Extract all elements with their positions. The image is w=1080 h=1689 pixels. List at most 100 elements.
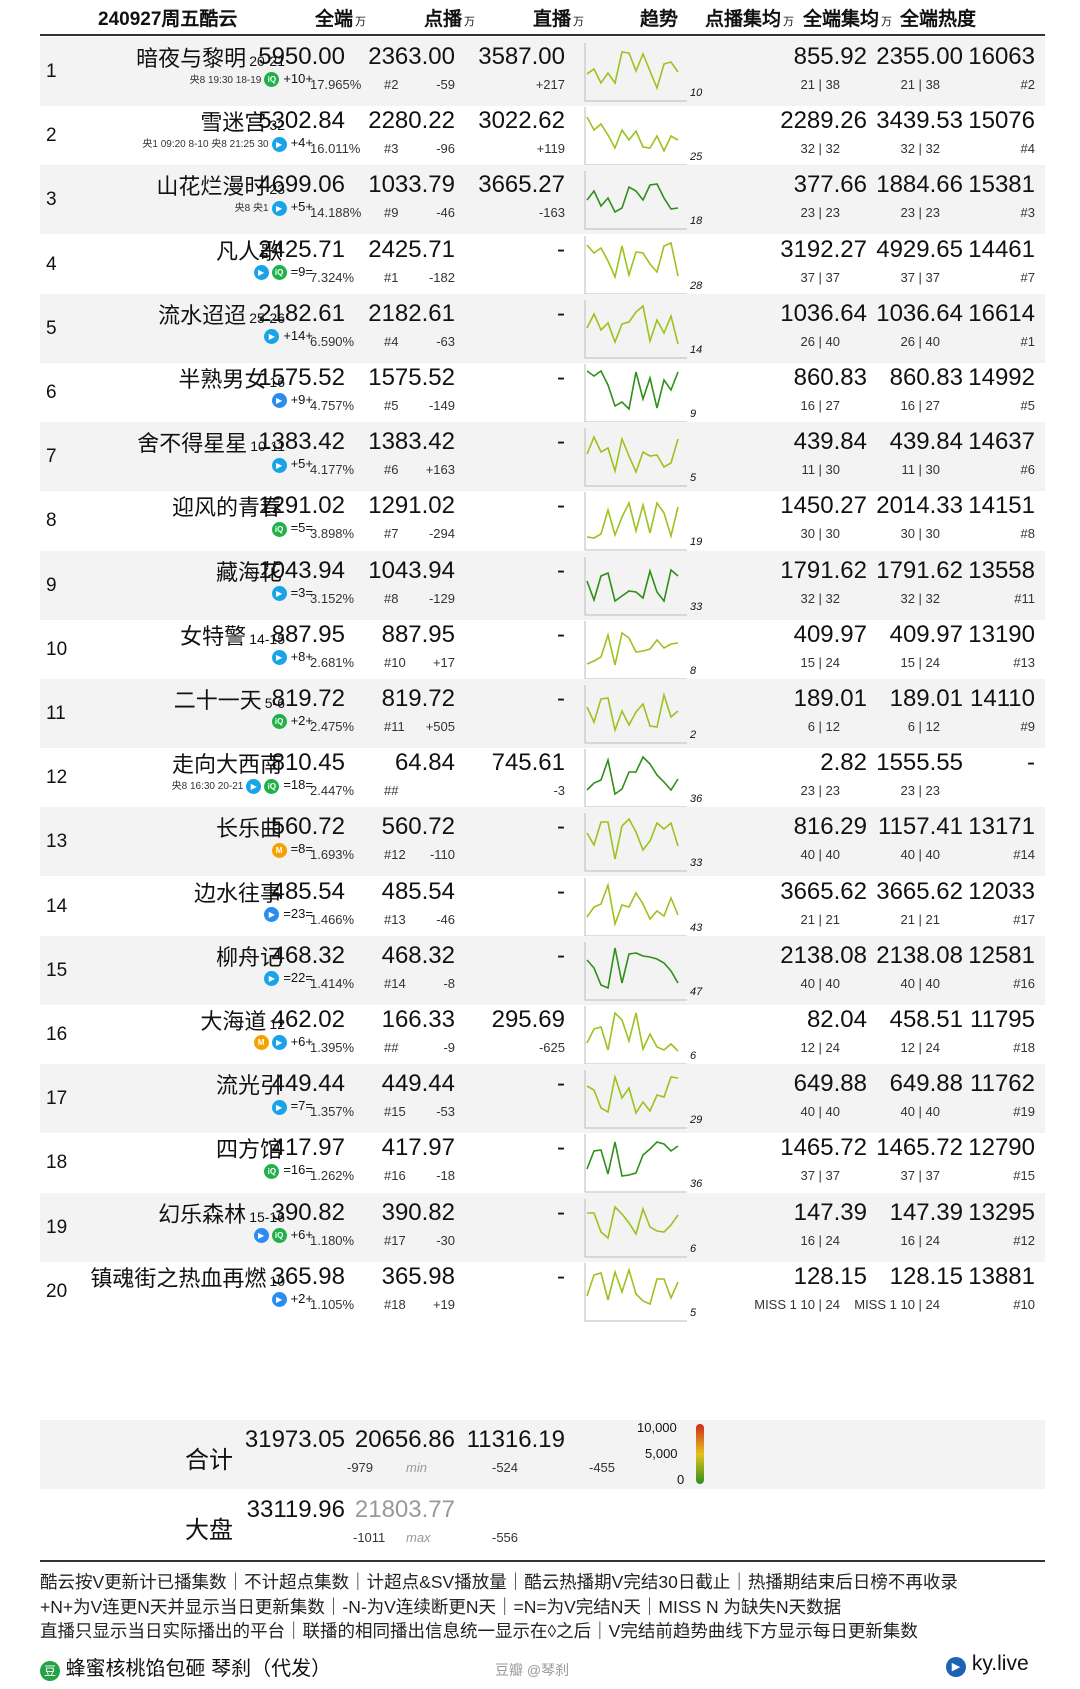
table-row[interactable]: 8 迎风的青春 iQ =5= 1291.02 3.898% 1291.02 #7 … [40,486,1045,555]
share-value: 1.357% [310,1104,355,1120]
kylive-icon: ▶ [946,1657,966,1677]
total-vod-note: min [406,1460,427,1475]
total-live-delta: -455 [589,1460,616,1475]
table-row[interactable]: 4 凡人歌 ▶ iQ =9= 2425.71 7.324% 2425.71 #1 -… [40,230,1045,299]
table-row[interactable]: 17 流光引 ▶ =7= 449.44 1.357% 449.44 #15 -53… [40,1064,1045,1134]
table-row[interactable]: 7 舍不得星星 10-11 ▶ +5+ 1383.42 4.177% 1383.42… [40,422,1045,492]
table-row[interactable]: 11 二十一天 5-6 iQ +2+ 819.72 2.475% 819.72 #1… [40,679,1045,748]
share-value: 1.395% [310,1040,355,1055]
all-avg: 147.39 [889,1198,963,1226]
heat-value: 16063 [968,43,1035,70]
all-avg-sub: 12 | 24 [900,1040,940,1055]
vod-delta: -110 [429,847,455,863]
table-row[interactable]: 6 半熟男女 16 ▶ +9+ 1575.52 4.757% 1575.52 #5 … [40,358,1045,427]
table-row[interactable]: 19 幻乐森林 15-16 ▶ iQ +6+ 390.82 1.180% 390.82… [40,1192,1045,1262]
vod-delta: -59 [436,77,455,92]
table-row[interactable]: 20 镇魂街之热血再燃 10 ▶ +2+ 365.98 1.105% 365.98 … [40,1257,1045,1326]
vod-rank: #17 [384,1232,406,1248]
table-row[interactable]: 1 暗夜与黎明 20-21 央8 19:30 18-19 iQ +10+ 5950.0… [40,37,1045,106]
vod-avg: 1465.72 [780,1134,867,1162]
update-change: +9+ [290,392,313,407]
table-row[interactable]: 5 流水迢迢 25-26 ▶ +14+ 2182.61 6.590% 2182.61… [40,293,1045,363]
rank: 7 [46,446,57,468]
vod-avg: 439.84 [793,428,867,456]
all-value: 5302.84 [258,107,345,135]
tencent-video-icon: ▶ [271,136,287,152]
heat-value: 15076 [968,107,1035,135]
table-row[interactable]: 10 女特警 14-15 ▶ +8+ 887.95 2.681% 887.95 #1… [40,615,1045,684]
vod-avg-sub: 16 | 24 [800,1232,840,1248]
all-avg: 649.88 [889,1070,963,1098]
market-label: 大盘 [185,1517,233,1544]
heat-rank: #18 [1013,1040,1035,1055]
all-avg-sub: 40 | 40 [900,847,940,863]
heat-rank: #17 [1013,911,1035,927]
share-value: 16.011% [310,141,361,157]
all-avg: 458.51 [889,1006,963,1033]
vod-value: 449.44 [381,1070,455,1098]
rank: 10 [46,638,68,660]
vod-value: 417.97 [381,1134,455,1162]
site-name: ky.live [971,1652,1029,1675]
vod-rank: #5 [384,398,399,413]
vod-avg: 1791.62 [780,556,867,584]
title-text: 流水迢迢 [158,302,247,328]
schedule-info: ▶ =23= [261,906,313,930]
trend-axis [584,171,687,230]
episode-label: 23 [269,181,285,198]
heat-rank: #8 [1020,526,1035,542]
title-text: 舍不得星星 [137,431,248,457]
trend-line [586,1141,679,1178]
all-avg: 1555.55 [876,749,963,777]
rank: 13 [46,831,68,853]
table-row[interactable]: 9 藏海花 ▶ =3= 1043.94 3.152% 1043.94 #8 -12… [40,550,1045,620]
site-logo[interactable]: ▶ ky.live [946,1652,1029,1677]
vod-delta: -9 [443,1040,455,1055]
table-row[interactable]: 16 大海道 12 M ▶ +6+ 462.02 1.395% 166.33 ## -… [40,1000,1045,1069]
table-row[interactable]: 15 柳舟记 ▶ =22= 468.32 1.414% 468.32 #14 -8… [40,935,1045,1005]
vod-delta: +163 [425,462,455,478]
live-value: - [557,941,565,969]
heat-rank: #19 [1013,1104,1035,1120]
trend-axis [584,813,687,872]
rank: 5 [46,317,57,339]
rank: 15 [46,959,68,981]
all-avg-sub: 15 | 24 [900,654,940,670]
table-row[interactable]: 3 山花烂漫时 23 央8 央1 ▶ +5+ 4699.06 14.188% 1033… [40,165,1045,235]
all-value: 485.54 [271,877,345,905]
trend-count: 5 [690,472,697,485]
all-value: 462.02 [271,1006,345,1033]
vod-delta: +17 [432,654,455,670]
live-value: - [557,620,565,648]
trend-line [586,818,679,860]
all-avg-sub: 21 | 21 [900,911,940,927]
heat-rank: #5 [1020,398,1035,413]
footer-line-3: 直播只显示当日实际播出的平台｜联播的相同播出信息统一显示在◊之后｜V完结前趋势曲… [40,1621,918,1641]
rank: 2 [46,125,57,147]
vod-avg-sub: 40 | 40 [800,847,840,863]
table-row[interactable]: 12 走向大西南 央8 16:30 20-21 ▶ iQ =18= 810.45 2.… [40,743,1045,812]
col-vod-avg-header: 点播集均万 [705,9,795,30]
vod-delta: -129 [428,590,455,606]
heat-rank: #11 [1014,590,1035,606]
total-vod: 20656.86 [354,1426,455,1453]
table-row[interactable]: 13 长乐曲 M =8= 560.72 1.693% 560.72 #12 -11… [40,807,1045,877]
table-row[interactable]: 18 四方馆 iQ =16= 417.97 1.262% 417.97 #16 -… [40,1128,1045,1197]
show-title: 半熟男女 16 [178,362,285,394]
trend-count: 6 [690,1242,697,1255]
heat-rank: #16 [1013,975,1035,991]
schedule-info: M ▶ +6+ [251,1034,313,1058]
table-row[interactable]: 14 边水往事 ▶ =23= 485.54 1.466% 485.54 #13 -… [40,872,1045,941]
trend-count: 8 [690,664,697,677]
vod-avg-sub: 12 | 24 [800,1040,840,1055]
table-row[interactable]: 2 雪迷宫 32 央1 09:20 8-10 央8 21:25 30 ▶ +4+ 53… [40,101,1045,170]
col-live-header: 直播万 [533,9,585,30]
heat-value: 11795 [970,1006,1035,1033]
rank: 17 [46,1088,68,1110]
vod-delta: -182 [428,269,455,285]
update-change: +6+ [290,1034,313,1049]
date-label: 240927周五酷云 [98,9,238,30]
heat-value: 14992 [968,364,1035,391]
schedule-info: ▶ iQ +6+ [251,1227,313,1251]
trend-sparkline [584,43,687,102]
